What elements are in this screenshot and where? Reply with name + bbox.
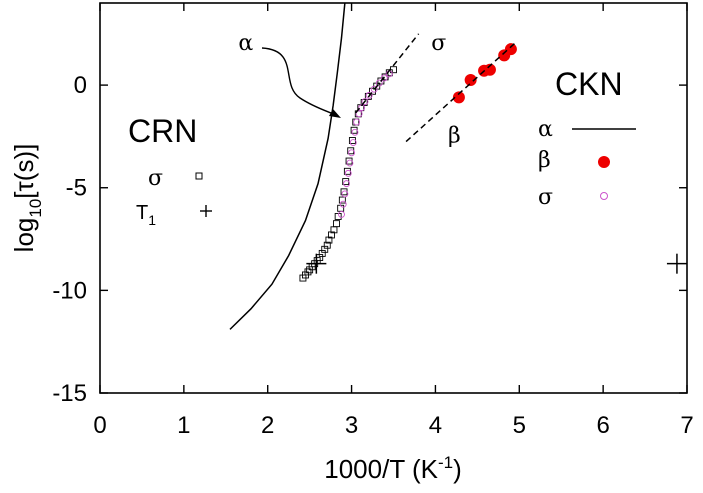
ckn-legend-sigma-label: σ <box>538 185 553 210</box>
data-point-crn-t1 <box>306 253 327 274</box>
series-ckn-α-line <box>229 2 346 330</box>
data-point-ckn-σ <box>375 79 383 87</box>
data-point-crn-σ <box>323 241 331 249</box>
data-point-ckn-σ <box>339 200 347 208</box>
crn-legend-t1-sub: 1 <box>148 212 156 228</box>
y-tick-label: -15 <box>52 380 87 407</box>
ckn-legend-alpha-label: α <box>538 117 553 142</box>
alpha-arrow-head <box>329 109 341 118</box>
data-point-ckn-σ <box>348 149 356 157</box>
data-point-crn-σ <box>369 87 376 95</box>
data-point-crn-σ <box>325 236 333 244</box>
plot-frame <box>99 2 688 394</box>
annotations: α σ β <box>238 31 460 148</box>
data-point-ckn-σ <box>380 74 388 82</box>
x-tick-label: 5 <box>513 412 526 439</box>
x-axis-title-close: ) <box>453 454 462 484</box>
series-layer <box>229 2 687 330</box>
x-tick-label: 0 <box>93 412 106 439</box>
series-β-fit-line <box>405 42 516 143</box>
y-axis-title-sub: 10 <box>26 199 45 218</box>
data-point-crn-σ <box>364 92 372 100</box>
y-tick-label: 0 <box>74 72 87 99</box>
data-point-ckn-σ <box>365 91 373 99</box>
crn-legend-sigma-marker <box>195 172 203 180</box>
data-point-crn-σ <box>327 231 335 239</box>
crn-legend-sigma-label: σ <box>148 166 163 191</box>
crn-legend-t1-label: T1 <box>136 202 156 228</box>
data-point-ckn-σ <box>351 128 359 136</box>
data-point-crn-σ <box>321 245 329 253</box>
annotation-label: β <box>448 124 461 149</box>
data-point-ckn-σ <box>338 210 345 218</box>
data-point-ckn-β <box>504 43 517 56</box>
data-point-ckn-β <box>452 91 465 104</box>
data-point-ckn-σ <box>343 180 350 188</box>
x-tick-label: 1 <box>177 412 190 439</box>
ckn-legend-sigma-marker <box>600 192 608 200</box>
crn-legend-t1-marker <box>200 205 212 217</box>
y-axis-title-rest: [τ(s)] <box>9 144 39 199</box>
data-point-ckn-σ <box>341 190 349 198</box>
x-axis-title-sup: -1 <box>438 453 453 472</box>
data-point-ckn-σ <box>349 139 357 147</box>
data-point-ckn-σ <box>344 169 352 177</box>
ckn-legend-beta-marker <box>598 156 610 168</box>
x-tick-label: 6 <box>596 412 609 439</box>
data-point-ckn-σ <box>370 85 378 93</box>
data-point-ckn-σ <box>346 159 354 167</box>
ckn-legend-beta-label: β <box>538 148 551 173</box>
ckn-label: CKN <box>555 66 623 102</box>
crn-legend-t1-main: T <box>136 202 148 224</box>
data-point-ckn-σ <box>361 98 369 105</box>
annotation-label: σ <box>431 31 446 56</box>
y-tick-label: -5 <box>66 175 87 202</box>
x-tick-label: 2 <box>261 412 274 439</box>
y-axis-title-main: log <box>9 218 39 253</box>
data-point-crn-t1 <box>666 253 687 274</box>
data-point-crn-σ <box>333 220 340 228</box>
x-axis-title: 1000/T (K-1) <box>324 453 462 484</box>
data-point-ckn-β <box>483 63 496 76</box>
data-point-crn-σ <box>318 249 326 257</box>
y-tick-labels: 0 -5 -10 -15 <box>52 72 87 407</box>
y-tick-label: -10 <box>52 277 87 304</box>
alpha-arrow-curve <box>261 47 339 117</box>
data-point-crn-σ <box>304 268 312 276</box>
x-tick-label: 7 <box>680 412 693 439</box>
y-axis-title: log10[τ(s)] <box>9 144 45 253</box>
x-tick-labels: 0 1 2 3 4 5 6 7 <box>93 412 693 439</box>
series-σ-fit-line <box>355 33 420 114</box>
data-point-crn-σ <box>334 213 342 220</box>
x-axis-title-main: 1000/T (K <box>324 454 438 484</box>
data-point-crn-σ <box>338 196 346 204</box>
data-point-ckn-β <box>464 73 477 86</box>
data-point-ckn-σ <box>355 110 363 118</box>
crn-label: CRN <box>128 113 197 149</box>
x-tick-label: 3 <box>345 412 358 439</box>
data-point-ckn-σ <box>353 118 361 126</box>
annotation-label: α <box>238 31 253 56</box>
x-tick-label: 4 <box>429 412 442 439</box>
